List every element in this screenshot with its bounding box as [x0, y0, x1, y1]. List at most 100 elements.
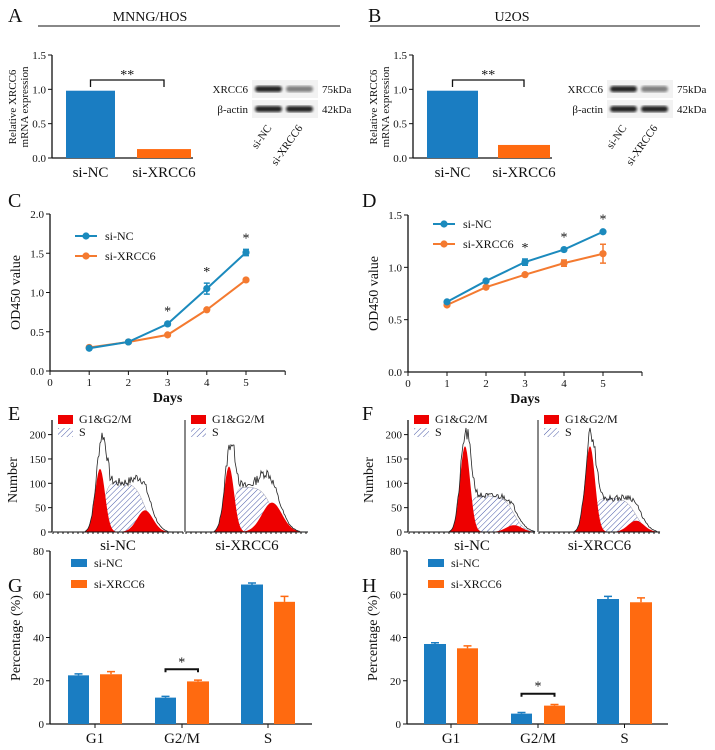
- category-label: si-XRCC6: [132, 165, 196, 181]
- legend-label: si-NC: [94, 556, 123, 570]
- blot-band: [610, 106, 637, 112]
- y-tick-label: 0.5: [32, 119, 46, 131]
- bar-si-XRCC6: [137, 149, 191, 158]
- legend-label: S: [79, 425, 86, 439]
- y-tick-label: 50: [35, 503, 47, 515]
- blot-lane-label: si-NC: [250, 123, 275, 151]
- data-point-si-XRCC6: [521, 271, 529, 279]
- data-point-si-XRCC6: [560, 259, 568, 267]
- data-point-si-NC: [203, 284, 211, 293]
- y-tick-label: 100: [386, 478, 403, 490]
- error-bar: [463, 645, 472, 649]
- y-tick-label: 0.5: [30, 327, 44, 339]
- significance-bracket: [89, 79, 165, 87]
- g2m-peak-area: [186, 502, 308, 532]
- y-tick-label: 0.5: [388, 315, 402, 327]
- bar-si-NC: [427, 90, 478, 158]
- error-bar: [517, 711, 526, 714]
- legend-label: si-NC: [105, 229, 134, 243]
- blot-size-label: 42kDa: [322, 104, 351, 116]
- bar-S-si-XRCC6: [274, 601, 295, 724]
- error-bar: [74, 673, 83, 676]
- x-axis-label: Days: [510, 392, 540, 407]
- blot-membrane: [252, 80, 318, 98]
- y-tick-label: 1.5: [393, 50, 407, 62]
- bar-G1-si-XRCC6: [100, 674, 122, 724]
- significance-marker: *: [164, 304, 171, 319]
- legend-label: S: [212, 425, 219, 439]
- significance-bracket: [164, 668, 199, 673]
- x-tick-label: 5: [600, 378, 606, 390]
- significance-marker: **: [120, 68, 134, 83]
- panel-label-d: D: [362, 190, 376, 212]
- g1-peak-area: [409, 446, 535, 532]
- y-tick-label: 0: [39, 719, 45, 731]
- error-bar: [637, 597, 645, 603]
- data-point-si-NC: [560, 245, 568, 254]
- x-tick-label: 3: [165, 377, 171, 389]
- blot-membrane: [607, 100, 673, 118]
- chart-h: 0 20 40 60 80 Percentage (%) G1 G2/M * Ssi-NC si-X…: [366, 546, 668, 747]
- y-tick-label: 60: [390, 589, 402, 601]
- category-label: S: [620, 731, 628, 747]
- significance-marker: *: [522, 241, 529, 256]
- legend-label: G1&G2/M: [565, 412, 618, 426]
- y-tick-label: 150: [386, 454, 403, 466]
- category-label: S: [264, 731, 272, 747]
- bar-G1-si-NC: [424, 643, 446, 724]
- blot-protein-label: XRCC6: [213, 84, 249, 96]
- data-point-si-NC: [242, 248, 250, 257]
- legend-swatch-g1g2m: [191, 415, 206, 424]
- y-tick-label: 100: [30, 478, 47, 490]
- significance-marker: *: [178, 655, 185, 670]
- category-label: si-NC: [73, 165, 109, 181]
- panel-label-a: A: [8, 5, 23, 27]
- legend-label: G1&G2/M: [79, 412, 132, 426]
- chart-d: 0.0 0.5 1.0 1.5 0 1 2 3 4 5 Days OD450 value * * * si-N…: [367, 210, 643, 407]
- blot-membrane: [252, 100, 318, 118]
- y-tick-label: 0: [41, 527, 47, 539]
- x-tick-label: 0: [405, 378, 411, 390]
- y-tick-label: 0.0: [393, 153, 407, 165]
- x-tick-label: 2: [483, 378, 489, 390]
- blot-protein-label: XRCC6: [568, 84, 604, 96]
- data-point-si-NC: [443, 298, 451, 306]
- data-point-si-NC: [521, 258, 529, 266]
- y-tick-label: 0: [397, 527, 403, 539]
- y-tick-label: 0.5: [393, 119, 407, 131]
- legend-swatch-g1g2m: [414, 415, 429, 424]
- y-tick-label: 20: [33, 676, 45, 688]
- category-label: si-XRCC6: [492, 165, 556, 181]
- legend-swatch-s: [414, 428, 429, 437]
- y-axis-label: OD450 value: [367, 256, 382, 331]
- y-tick-label: 1.5: [388, 210, 402, 222]
- error-bar: [107, 670, 115, 675]
- legend-swatch: [428, 559, 444, 567]
- legend-marker: [82, 252, 90, 260]
- y-axis-label: Percentage (%): [9, 595, 24, 681]
- category-label: G2/M: [164, 731, 200, 747]
- bar-G2/M-si-XRCC6: [187, 681, 209, 724]
- y-tick-label: 40: [33, 633, 45, 645]
- blot-membrane: [607, 80, 673, 98]
- data-point-si-NC: [482, 277, 490, 285]
- significance-marker: *: [535, 680, 542, 695]
- y-axis-label: Relative XRCC6: [7, 69, 19, 144]
- x-tick-label: 2: [126, 377, 132, 389]
- error-bar: [248, 582, 256, 585]
- legend-marker: [82, 232, 90, 240]
- data-point-si-NC: [164, 320, 172, 328]
- panel-label-b: B: [368, 5, 381, 27]
- panel-label-e: E: [8, 403, 20, 425]
- x-tick-label: 0: [47, 377, 53, 389]
- data-point-si-NC: [124, 338, 132, 346]
- y-tick-label: 1.0: [30, 288, 44, 300]
- legend-swatch-g1g2m: [544, 415, 559, 424]
- significance-marker: **: [481, 68, 495, 83]
- legend-swatch: [71, 580, 87, 588]
- blot-protein-label: β-actin: [217, 104, 248, 116]
- data-point-si-NC: [599, 228, 607, 236]
- blot-lane-label: si-XRCC6: [269, 122, 306, 167]
